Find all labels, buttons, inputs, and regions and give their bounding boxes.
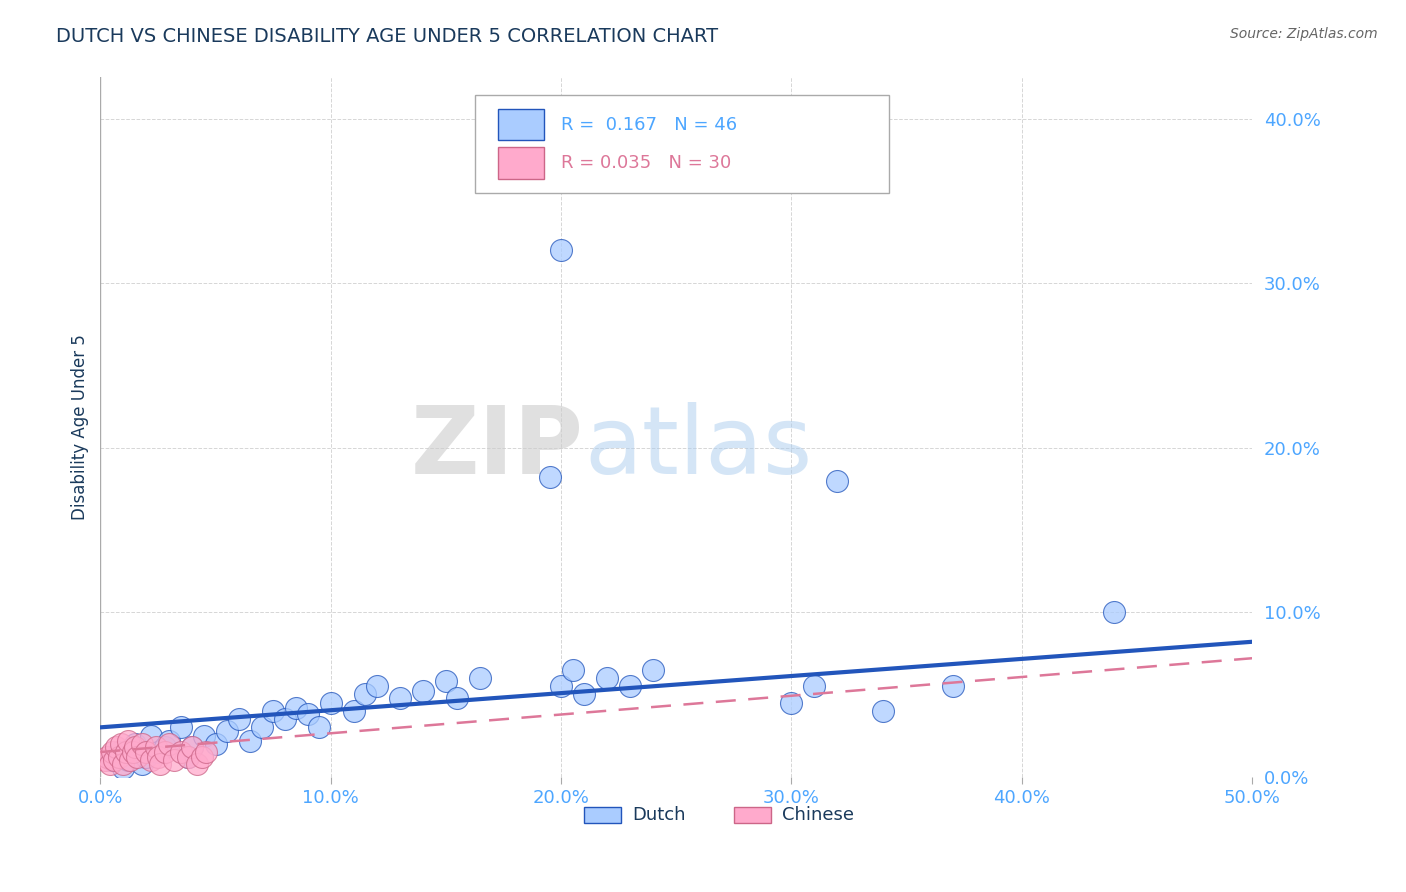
FancyBboxPatch shape <box>475 95 889 193</box>
Text: Chinese: Chinese <box>782 806 853 824</box>
Point <box>186 756 208 771</box>
Point <box>354 688 377 702</box>
Point <box>131 737 153 751</box>
Point <box>343 704 366 718</box>
Point <box>131 756 153 771</box>
Point <box>98 756 121 771</box>
Point <box>803 679 825 693</box>
Point <box>872 704 894 718</box>
Point <box>177 750 200 764</box>
Text: Dutch: Dutch <box>633 806 686 824</box>
Point <box>103 753 125 767</box>
Point <box>135 750 157 764</box>
Point <box>412 684 434 698</box>
Point <box>110 737 132 751</box>
Point <box>446 690 468 705</box>
Point <box>827 474 849 488</box>
Point <box>262 704 284 718</box>
Point <box>239 733 262 747</box>
Point <box>470 671 492 685</box>
Point <box>250 720 273 734</box>
Point <box>561 663 583 677</box>
Point <box>146 745 169 759</box>
Point <box>153 745 176 759</box>
Point <box>121 745 143 759</box>
Text: DUTCH VS CHINESE DISABILITY AGE UNDER 5 CORRELATION CHART: DUTCH VS CHINESE DISABILITY AGE UNDER 5 … <box>56 27 718 45</box>
Point <box>153 740 176 755</box>
Point <box>163 753 186 767</box>
Point <box>139 729 162 743</box>
Point <box>181 740 204 755</box>
Point <box>538 470 561 484</box>
Point <box>181 740 204 755</box>
Point <box>193 729 215 743</box>
Text: atlas: atlas <box>583 402 813 494</box>
Point <box>285 700 308 714</box>
Point <box>177 750 200 764</box>
Point <box>170 745 193 759</box>
Point <box>434 674 457 689</box>
Point <box>135 745 157 759</box>
Point <box>124 740 146 755</box>
Text: ZIP: ZIP <box>411 402 583 494</box>
Point <box>780 696 803 710</box>
Point <box>107 750 129 764</box>
Point <box>117 733 139 747</box>
Point <box>145 740 167 755</box>
Point <box>942 679 965 693</box>
FancyBboxPatch shape <box>734 807 770 822</box>
Point <box>120 753 142 767</box>
Point <box>149 756 172 771</box>
Point <box>619 679 641 693</box>
Point <box>112 756 135 771</box>
Point <box>139 753 162 767</box>
Point <box>94 753 117 767</box>
Point <box>297 707 319 722</box>
Point <box>146 750 169 764</box>
Text: R = 0.035   N = 30: R = 0.035 N = 30 <box>561 154 731 172</box>
Point <box>117 753 139 767</box>
FancyBboxPatch shape <box>498 109 544 140</box>
Point <box>204 737 226 751</box>
Point <box>124 737 146 751</box>
Point <box>114 745 136 759</box>
Point <box>159 733 181 747</box>
Point <box>159 737 181 751</box>
Text: Source: ZipAtlas.com: Source: ZipAtlas.com <box>1230 27 1378 41</box>
Point <box>596 671 619 685</box>
Point <box>308 720 330 734</box>
Point <box>1102 605 1125 619</box>
Point <box>550 243 572 257</box>
Point <box>572 688 595 702</box>
Point <box>101 745 124 759</box>
FancyBboxPatch shape <box>583 807 621 822</box>
Point <box>319 696 342 710</box>
Point <box>228 712 250 726</box>
Point <box>112 762 135 776</box>
Point <box>215 723 238 738</box>
Point <box>170 720 193 734</box>
Point <box>107 745 129 759</box>
Point <box>273 712 295 726</box>
Point <box>195 745 218 759</box>
Point <box>388 690 411 705</box>
Point <box>550 679 572 693</box>
Point <box>96 750 118 764</box>
Point <box>643 663 665 677</box>
Y-axis label: Disability Age Under 5: Disability Age Under 5 <box>72 334 89 520</box>
Point <box>105 740 128 755</box>
Point <box>127 750 149 764</box>
Text: R =  0.167   N = 46: R = 0.167 N = 46 <box>561 116 737 134</box>
Point <box>190 750 212 764</box>
FancyBboxPatch shape <box>498 147 544 178</box>
Point <box>101 753 124 767</box>
Point <box>366 679 388 693</box>
